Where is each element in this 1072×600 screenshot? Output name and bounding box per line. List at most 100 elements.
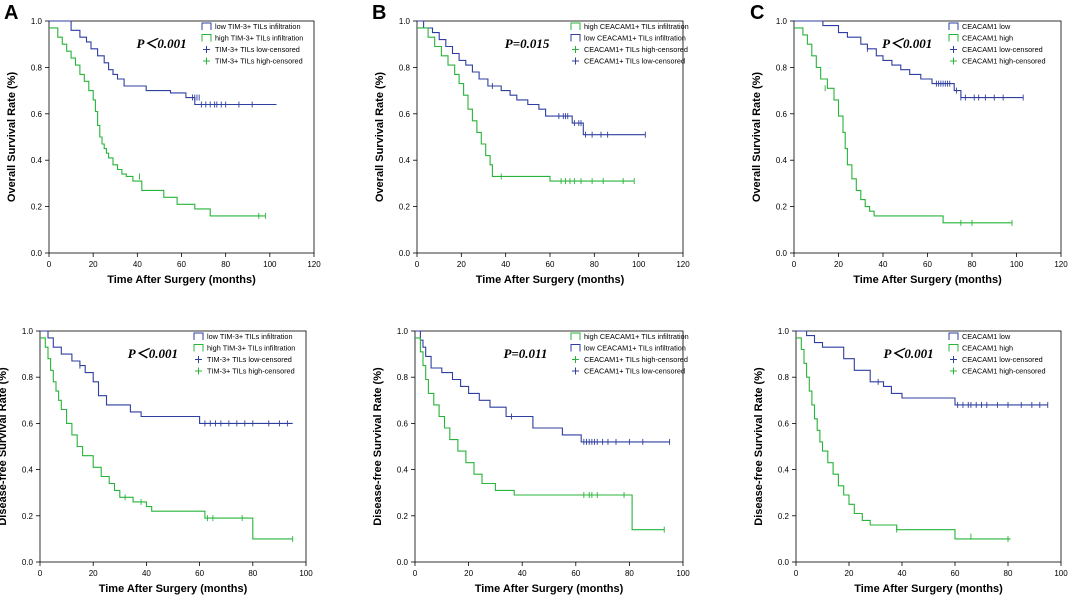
x-axis-label: Time After Surgery (months) xyxy=(107,274,256,286)
x-tick-label: 120 xyxy=(307,260,321,269)
y-tick-label: 0.6 xyxy=(778,419,790,428)
y-tick-label: 0.4 xyxy=(22,466,34,475)
legend-swatch xyxy=(193,332,204,340)
y-tick-label: 0.4 xyxy=(31,156,43,165)
legend-swatch xyxy=(948,332,959,340)
y-axis-label: Overall Survival Rate (%) xyxy=(374,72,386,203)
x-tick-label: 40 xyxy=(518,569,527,578)
panel-letter-b: B xyxy=(372,2,386,24)
y-tick-label: 1.0 xyxy=(397,327,409,336)
x-axis-label: Time After Surgery (months) xyxy=(99,583,248,595)
y-tick-label: 0.6 xyxy=(399,110,411,119)
y-axis-label: Disease-free Survival Rate (%) xyxy=(0,367,9,526)
legend-entry: CEACAM1 low xyxy=(962,332,1011,341)
x-axis-label: Time After Surgery (months) xyxy=(475,583,624,595)
legend-entry: CEACAM1+ TILs low-censored xyxy=(584,367,685,376)
x-tick-label: 0 xyxy=(38,569,43,578)
x-tick-label: 60 xyxy=(195,569,204,578)
y-tick-label: 0.0 xyxy=(397,558,409,567)
x-tick-label: 80 xyxy=(221,260,230,269)
x-axis-label: Time After Surgery (months) xyxy=(476,274,625,286)
legend-entry: CEACAM1 high-censored xyxy=(962,367,1046,376)
x-tick-label: 80 xyxy=(248,569,257,578)
legend-entry: low CEACAM1+ TILs infiltration xyxy=(584,34,686,43)
legend-entry: high TIM-3+ TILs infiltration xyxy=(207,344,295,353)
p-value: P＜0.001 xyxy=(136,36,186,51)
legend-entry: CEACAM1 low xyxy=(962,22,1011,31)
survival-curve-high xyxy=(415,337,665,531)
panel-letters: A B C xyxy=(4,2,764,24)
x-axis-label: Time After Surgery (months) xyxy=(853,274,1002,286)
y-tick-label: 0.8 xyxy=(22,373,34,382)
x-tick-label: 40 xyxy=(142,569,151,578)
x-axis-label: Time After Surgery (months) xyxy=(854,583,1003,595)
y-tick-label: 0.2 xyxy=(399,203,411,212)
survival-curve-low xyxy=(40,330,293,424)
km-plot-4: 0.0 0.2 0.4 0.6 0.8 1.0 0 20 40 60 80 100 Time After… xyxy=(0,327,313,595)
x-tick-label: 0 xyxy=(794,569,799,578)
x-tick-label: 80 xyxy=(590,260,599,269)
survival-curve-low xyxy=(415,330,670,443)
y-tick-label: 0.2 xyxy=(22,512,34,521)
y-tick-label: 1.0 xyxy=(399,17,411,26)
survival-curve-high xyxy=(796,337,1011,540)
km-plot-6: 0.0 0.2 0.4 0.6 0.8 1.0 0 20 40 60 80 100 Time After… xyxy=(753,327,1068,595)
y-tick-label: 0.4 xyxy=(399,156,411,165)
x-tick-label: 0 xyxy=(47,260,52,269)
legend-entry: low TIM-3+ TILs infiltration xyxy=(207,332,293,341)
y-tick-label: 0.6 xyxy=(22,419,34,428)
x-tick-label: 40 xyxy=(898,569,907,578)
x-tick-label: 40 xyxy=(879,260,888,269)
legend-entry: CEACAM1 low-censored xyxy=(962,45,1043,54)
legend-swatch xyxy=(948,22,959,30)
y-axis-label: Overall Survival Rate (%) xyxy=(6,72,18,203)
legend-swatch xyxy=(201,34,212,42)
y-tick-label: 0.0 xyxy=(399,249,411,258)
legend-entry: high CEACAM1+ TILs infiltration xyxy=(584,332,689,341)
p-value: P=0.015 xyxy=(505,36,550,51)
y-tick-label: 0.0 xyxy=(31,249,43,258)
y-tick-label: 1.0 xyxy=(22,327,34,336)
y-tick-label: 0.2 xyxy=(31,203,43,212)
y-tick-label: 0.8 xyxy=(399,63,411,72)
y-tick-label: 0.2 xyxy=(776,203,788,212)
km-plot-1: 0.0 0.2 0.4 0.6 0.8 1.0 0 20 40 60 80 100 120 Time Af… xyxy=(6,17,321,286)
legend-entry: CEACAM1 high xyxy=(962,344,1013,353)
x-tick-label: 100 xyxy=(263,260,277,269)
legend-entry: TIM-3+ TILs high-censored xyxy=(207,367,295,376)
legend-entry: CEACAM1+ TILs low-censored xyxy=(584,57,685,66)
x-tick-label: 20 xyxy=(845,569,854,578)
x-tick-label: 100 xyxy=(676,569,690,578)
p-value: P=0.011 xyxy=(503,346,547,361)
survival-curve-low xyxy=(796,330,1048,406)
y-axis-label: Disease-free Survival Rate (%) xyxy=(753,367,765,526)
km-plot-3: 0.0 0.2 0.4 0.6 0.8 1.0 0 20 40 60 80 100 120 Time Af… xyxy=(751,17,1068,286)
survival-curve-high xyxy=(49,27,266,217)
legend-entry: high CEACAM1+ TILs infiltration xyxy=(584,22,689,31)
y-tick-label: 0.2 xyxy=(397,512,409,521)
x-tick-label: 60 xyxy=(177,260,186,269)
legend-swatch xyxy=(948,34,959,42)
y-tick-label: 0.8 xyxy=(778,373,790,382)
x-tick-label: 100 xyxy=(1010,260,1024,269)
y-tick-label: 0.8 xyxy=(31,63,43,72)
y-tick-label: 0.6 xyxy=(31,110,43,119)
x-tick-label: 100 xyxy=(632,260,646,269)
y-tick-label: 1.0 xyxy=(31,17,43,26)
x-tick-label: 80 xyxy=(968,260,977,269)
legend-entry: TIM-3+ TILs low-censored xyxy=(215,45,300,54)
x-tick-label: 60 xyxy=(571,569,580,578)
x-tick-label: 60 xyxy=(951,569,960,578)
survival-curve-low xyxy=(417,20,646,136)
x-tick-label: 40 xyxy=(133,260,142,269)
y-axis-label: Disease-free Survival Rate (%) xyxy=(372,367,384,526)
x-tick-label: 0 xyxy=(415,260,420,269)
x-tick-label: 100 xyxy=(299,569,313,578)
x-tick-label: 120 xyxy=(1054,260,1068,269)
legend-entry: CEACAM1+ TILs high-censored xyxy=(584,45,688,54)
km-plot-2: 0.0 0.2 0.4 0.6 0.8 1.0 0 20 40 60 80 100 120 Time Af… xyxy=(374,17,690,286)
legend-swatch xyxy=(570,22,581,30)
y-tick-label: 0.4 xyxy=(776,156,788,165)
y-tick-label: 0.8 xyxy=(397,373,409,382)
x-tick-label: 80 xyxy=(625,569,634,578)
